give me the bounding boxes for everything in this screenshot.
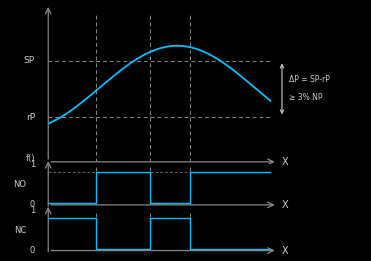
Text: NC: NC <box>14 226 26 235</box>
Text: SP: SP <box>24 56 35 65</box>
Text: ΔP = SP-rP: ΔP = SP-rP <box>289 75 329 85</box>
Text: 1: 1 <box>30 206 35 215</box>
Text: Y: Y <box>45 0 51 1</box>
Text: rP: rP <box>26 113 35 122</box>
Text: X: X <box>282 246 289 256</box>
Text: ≥ 3% NP: ≥ 3% NP <box>289 93 322 102</box>
Text: NO: NO <box>13 180 26 189</box>
Text: f(): f() <box>25 154 35 163</box>
Text: 0: 0 <box>30 246 35 255</box>
Text: X: X <box>282 157 289 167</box>
Text: X: X <box>282 200 289 210</box>
Text: 0: 0 <box>30 200 35 209</box>
Text: 1: 1 <box>30 160 35 169</box>
